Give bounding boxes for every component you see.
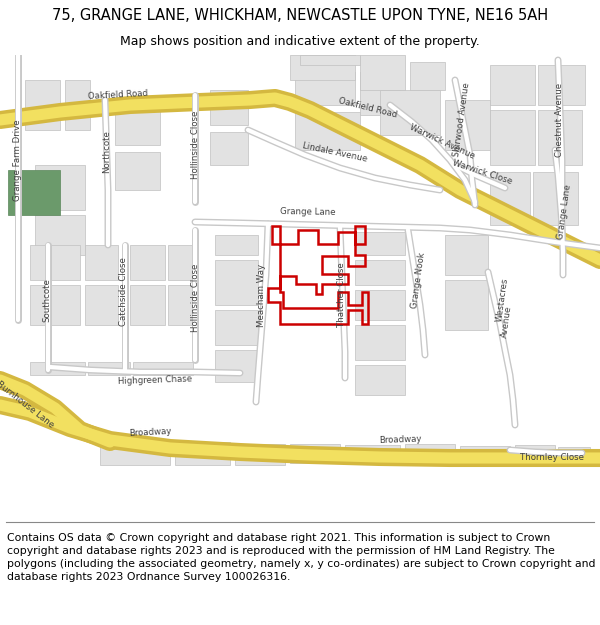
Polygon shape: [8, 170, 60, 215]
Text: Thatcher Close: Thatcher Close: [337, 262, 347, 328]
Polygon shape: [300, 55, 360, 65]
Polygon shape: [168, 285, 193, 325]
Text: Avenue: Avenue: [500, 306, 514, 339]
Polygon shape: [215, 310, 258, 345]
Polygon shape: [25, 80, 60, 130]
Polygon shape: [355, 365, 405, 395]
Text: Grange Lane: Grange Lane: [280, 207, 336, 217]
Polygon shape: [405, 444, 455, 462]
Polygon shape: [460, 446, 510, 462]
Polygon shape: [355, 232, 405, 255]
Polygon shape: [490, 65, 535, 105]
Polygon shape: [538, 65, 585, 105]
Polygon shape: [490, 110, 535, 165]
Text: Lindale Avenue: Lindale Avenue: [302, 141, 368, 163]
Polygon shape: [30, 285, 80, 325]
Text: Shirwood Avenue: Shirwood Avenue: [452, 82, 472, 158]
Polygon shape: [355, 325, 405, 360]
Polygon shape: [85, 245, 118, 280]
Polygon shape: [85, 285, 118, 325]
Text: Broadway: Broadway: [379, 435, 421, 445]
Polygon shape: [215, 235, 258, 255]
Polygon shape: [88, 362, 130, 375]
Polygon shape: [490, 172, 530, 225]
Text: Oakfield Road: Oakfield Road: [338, 96, 398, 119]
Text: Warwick Avenue: Warwick Avenue: [408, 123, 476, 161]
Text: Warwick Close: Warwick Close: [451, 158, 513, 186]
Text: Thornley Close: Thornley Close: [520, 454, 584, 462]
Polygon shape: [30, 245, 80, 280]
Text: Contains OS data © Crown copyright and database right 2021. This information is : Contains OS data © Crown copyright and d…: [7, 532, 596, 582]
Polygon shape: [290, 444, 340, 463]
Polygon shape: [35, 165, 85, 210]
Polygon shape: [215, 260, 258, 305]
Polygon shape: [65, 80, 90, 130]
Text: Meacham Way: Meacham Way: [257, 264, 266, 326]
Polygon shape: [355, 260, 405, 285]
Polygon shape: [175, 442, 230, 465]
Polygon shape: [35, 215, 85, 255]
Polygon shape: [445, 100, 490, 150]
Polygon shape: [558, 447, 590, 465]
Polygon shape: [360, 55, 405, 90]
Text: 75, GRANGE LANE, WHICKHAM, NEWCASTLE UPON TYNE, NE16 5AH: 75, GRANGE LANE, WHICKHAM, NEWCASTLE UPO…: [52, 8, 548, 23]
Polygon shape: [355, 290, 405, 320]
Polygon shape: [295, 72, 355, 105]
Polygon shape: [445, 280, 488, 330]
Polygon shape: [515, 445, 555, 465]
Polygon shape: [130, 285, 165, 325]
Text: Grange Lane: Grange Lane: [556, 184, 572, 240]
Polygon shape: [235, 444, 285, 465]
Polygon shape: [133, 362, 193, 375]
Polygon shape: [115, 152, 160, 190]
Polygon shape: [445, 235, 488, 275]
Text: Burnhouse Lane: Burnhouse Lane: [0, 380, 55, 430]
Text: Chestnut Avenue: Chestnut Avenue: [556, 83, 565, 157]
Polygon shape: [210, 132, 248, 165]
Polygon shape: [215, 350, 258, 382]
Text: Grange Farm Drive: Grange Farm Drive: [13, 119, 23, 201]
Polygon shape: [115, 102, 160, 145]
Text: Northcote: Northcote: [103, 131, 112, 173]
Polygon shape: [533, 172, 578, 225]
Text: Map shows position and indicative extent of the property.: Map shows position and indicative extent…: [120, 35, 480, 48]
Polygon shape: [360, 72, 400, 115]
Polygon shape: [210, 90, 248, 125]
Polygon shape: [30, 362, 85, 375]
Polygon shape: [130, 245, 165, 280]
Text: Hollinside Close: Hollinside Close: [191, 264, 199, 332]
Text: Grange Nook: Grange Nook: [410, 251, 427, 309]
Text: Oakfield Road: Oakfield Road: [88, 89, 148, 101]
Text: Southcote: Southcote: [43, 278, 52, 322]
Text: Catchside Close: Catchside Close: [119, 258, 128, 326]
Text: Hollinside Close: Hollinside Close: [191, 111, 199, 179]
Polygon shape: [538, 110, 582, 165]
Polygon shape: [295, 112, 360, 150]
Text: Broadway: Broadway: [128, 426, 172, 438]
Polygon shape: [290, 55, 355, 80]
Polygon shape: [380, 90, 440, 135]
Text: Westacres: Westacres: [494, 278, 509, 322]
Polygon shape: [345, 445, 400, 462]
Polygon shape: [100, 440, 170, 465]
Text: Highgreen Chase: Highgreen Chase: [118, 374, 192, 386]
Polygon shape: [410, 62, 445, 90]
Polygon shape: [168, 245, 193, 280]
